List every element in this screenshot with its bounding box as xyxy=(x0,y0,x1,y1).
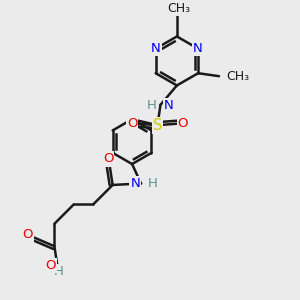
Text: N: N xyxy=(151,42,160,55)
Text: O: O xyxy=(103,152,113,166)
Text: H: H xyxy=(54,265,64,278)
Text: O: O xyxy=(45,259,56,272)
Text: N: N xyxy=(193,42,203,55)
Text: CH₃: CH₃ xyxy=(168,2,191,15)
Text: CH₃: CH₃ xyxy=(226,70,250,83)
Text: N: N xyxy=(164,99,174,112)
Text: O: O xyxy=(178,117,188,130)
Text: O: O xyxy=(22,228,33,241)
Text: N: N xyxy=(130,177,140,190)
Text: O: O xyxy=(127,117,137,130)
Text: S: S xyxy=(153,118,162,133)
Text: H: H xyxy=(147,99,157,112)
Text: H: H xyxy=(148,177,158,190)
